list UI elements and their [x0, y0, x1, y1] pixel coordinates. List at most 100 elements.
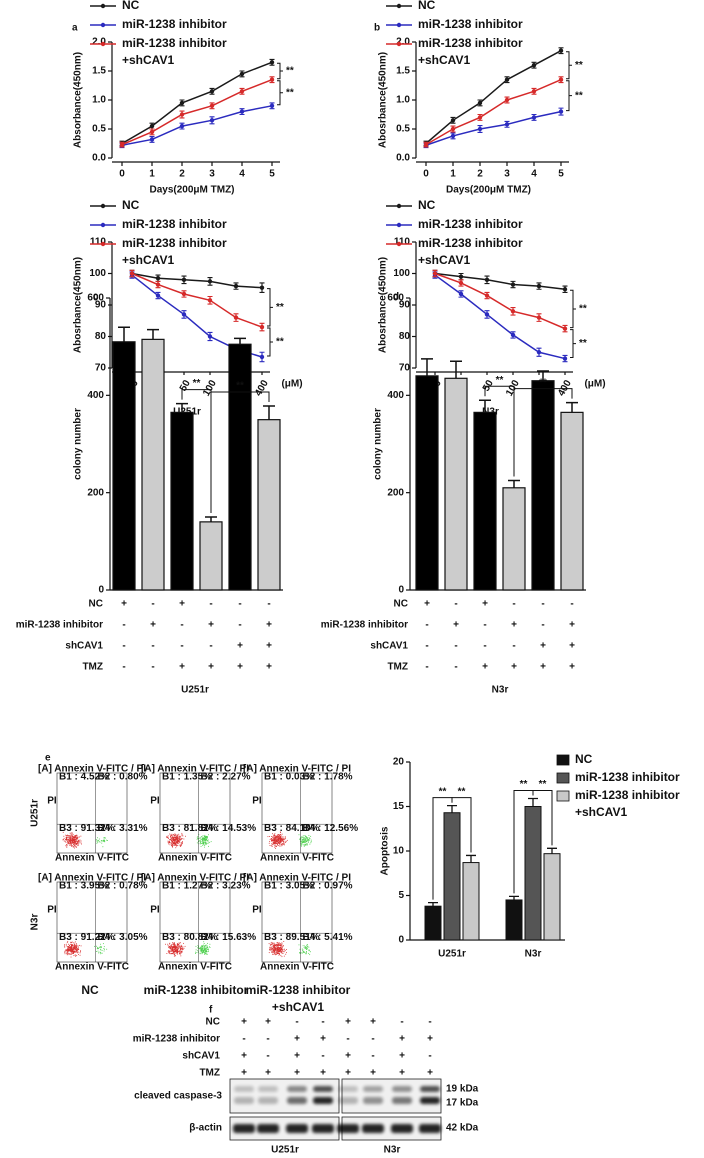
condition-sign: -	[266, 1051, 269, 1062]
event-dot	[167, 950, 169, 952]
size-label: 42 kDa	[446, 1123, 479, 1134]
event-dot	[309, 838, 311, 840]
event-dot	[270, 845, 272, 847]
plot-frame	[261, 881, 333, 963]
y-axis-label: Abosrbance(450nm)	[378, 52, 389, 148]
event-dot	[70, 835, 72, 837]
event-dot	[274, 953, 276, 955]
data-point	[181, 277, 187, 282]
event-dot	[201, 952, 203, 954]
event-dot	[205, 837, 207, 839]
event-dot	[274, 841, 276, 843]
x-tick-label: 0	[119, 169, 125, 180]
series-line	[434, 272, 566, 330]
event-dot	[177, 945, 179, 947]
event-dot	[203, 846, 205, 848]
data-point	[233, 315, 239, 320]
panel-letter: b	[374, 23, 380, 34]
event-dot	[269, 845, 271, 847]
event-dot	[171, 950, 173, 952]
event-dot	[173, 836, 175, 838]
event-dot	[100, 943, 102, 945]
x-tick-label: U251r	[438, 949, 466, 960]
event-dot	[72, 944, 74, 946]
event-dot	[301, 840, 303, 842]
event-dot	[271, 942, 273, 944]
x-tick-label: 5	[269, 169, 275, 180]
event-dot	[68, 943, 70, 945]
condition-sign: +	[265, 1017, 271, 1028]
y-axis-label: PI	[252, 905, 262, 916]
condition-sign: +	[179, 599, 185, 610]
y-tick-label: 600	[387, 293, 404, 304]
data-point	[477, 126, 483, 132]
y-axis-label: PI	[150, 796, 160, 807]
event-dot	[204, 843, 206, 845]
event-dot	[202, 842, 204, 844]
legend-marker	[396, 222, 402, 228]
event-dot	[277, 841, 279, 843]
event-dot	[181, 833, 183, 835]
event-dot	[277, 952, 279, 954]
y-tick-label: 0	[398, 935, 404, 946]
event-dot	[79, 952, 81, 954]
event-dot	[276, 836, 278, 838]
legend-label: miR-1238 inhibitor	[418, 17, 523, 31]
condition-sign: +	[208, 662, 214, 673]
event-dot	[172, 844, 174, 846]
event-dot	[168, 950, 170, 952]
event-dot	[77, 951, 79, 953]
condition-sign: -	[267, 599, 270, 610]
event-dot	[204, 837, 206, 839]
event-dot	[171, 837, 173, 839]
event-dot	[205, 946, 207, 948]
event-dot	[67, 947, 69, 949]
event-dot	[171, 840, 173, 842]
event-dot	[66, 952, 68, 954]
event-dot	[74, 842, 76, 844]
data-point	[510, 332, 516, 338]
event-dot	[200, 836, 202, 838]
y-axis-label: PI	[150, 905, 160, 916]
event-dot	[77, 953, 79, 955]
event-dot	[75, 837, 77, 839]
significance-bracket	[570, 289, 576, 329]
event-dot	[180, 949, 182, 951]
data-point	[484, 277, 490, 282]
legend-label: miR-1238 inhibitor	[122, 17, 227, 31]
legend-marker	[100, 203, 106, 209]
event-dot	[206, 953, 208, 955]
event-dot	[177, 943, 179, 945]
condition-label: NC	[394, 599, 408, 610]
event-dot	[203, 837, 205, 839]
event-dot	[285, 841, 287, 843]
legend-label: miR-1238 inhibitor	[122, 217, 227, 231]
event-dot	[72, 948, 74, 950]
event-dot	[285, 953, 287, 955]
data-point	[269, 77, 275, 82]
series-line	[425, 79, 562, 146]
event-dot	[72, 942, 74, 944]
event-dot	[66, 941, 68, 943]
blot-band	[312, 1124, 334, 1133]
event-dot	[175, 838, 177, 840]
x-tick-label: 4	[531, 169, 537, 180]
event-dot	[71, 947, 73, 949]
blot-band	[338, 1086, 358, 1092]
event-dot	[80, 843, 82, 845]
bar	[524, 806, 542, 941]
event-dot	[64, 946, 66, 948]
error-bar	[147, 328, 159, 340]
data-point	[504, 77, 510, 82]
quadrant-label: B4 : 3.05%	[98, 932, 148, 943]
event-dot	[99, 947, 101, 949]
event-dot	[304, 844, 306, 846]
condition-sign: -	[371, 1051, 374, 1062]
data-point	[562, 287, 568, 292]
data-point	[510, 309, 516, 314]
plot-frame	[159, 881, 231, 963]
event-dot	[63, 840, 65, 842]
event-dot	[308, 949, 310, 951]
event-dot	[275, 946, 277, 948]
